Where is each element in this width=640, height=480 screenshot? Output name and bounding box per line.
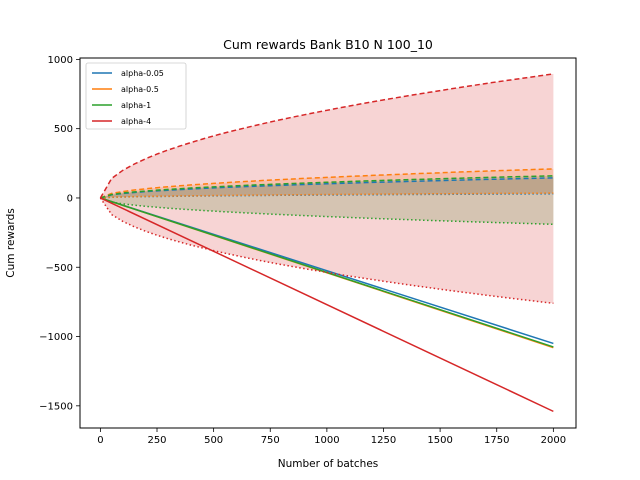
legend-label-alpha-1: alpha-1	[121, 101, 151, 110]
series-line-alpha-4	[100, 197, 554, 413]
x-tick-label: 0	[97, 435, 103, 446]
y-tick-label: 1000	[48, 55, 73, 66]
y-tick-label: 0	[67, 193, 73, 204]
y-tick-label: −1000	[39, 332, 73, 343]
y-tick-label: 500	[54, 124, 73, 135]
legend-label-alpha-0.05: alpha-0.05	[121, 69, 164, 78]
y-tick-label: −1500	[39, 401, 73, 412]
fill-band-alpha-4	[100, 73, 554, 304]
plot-frame	[79, 57, 577, 429]
x-tick-label: 750	[261, 435, 280, 446]
x-tick-label: 500	[204, 435, 223, 446]
x-axis-label: Number of batches	[278, 458, 379, 470]
x-axis: 0 250 500 750 1000 1250 1500 1750 2000	[97, 428, 566, 446]
lower-line-alpha-4	[99, 197, 554, 305]
x-tick-label: 1250	[371, 435, 396, 446]
legend: alpha-0.05 alpha-0.5 alpha-1 alpha-4	[85, 62, 187, 130]
fill-band-alpha-0.05	[100, 177, 554, 198]
y-axis: 1000 500 0 −500 −1000 −1500	[39, 55, 80, 412]
x-tick-label: 250	[147, 435, 166, 446]
series-lines	[99, 73, 554, 413]
x-tick-label: 2000	[541, 435, 566, 446]
legend-box	[85, 62, 187, 130]
upper-line-alpha-1	[100, 175, 554, 199]
y-axis-label: Cum rewards	[5, 208, 17, 277]
upper-line-alpha-4	[99, 73, 554, 199]
legend-label-alpha-4: alpha-4	[121, 117, 151, 126]
lower-line-alpha-1	[100, 197, 554, 226]
upper-line-alpha-0.5	[100, 168, 554, 199]
legend-label-alpha-0.5: alpha-0.5	[121, 85, 159, 94]
x-tick-label: 1500	[427, 435, 452, 446]
y-tick-label: −500	[46, 263, 73, 274]
chart-title: Cum rewards Bank B10 N 100_10	[223, 37, 433, 52]
x-tick-label: 1750	[484, 435, 509, 446]
upper-line-alpha-0.05	[100, 177, 554, 199]
x-tick-label: 1000	[314, 435, 339, 446]
